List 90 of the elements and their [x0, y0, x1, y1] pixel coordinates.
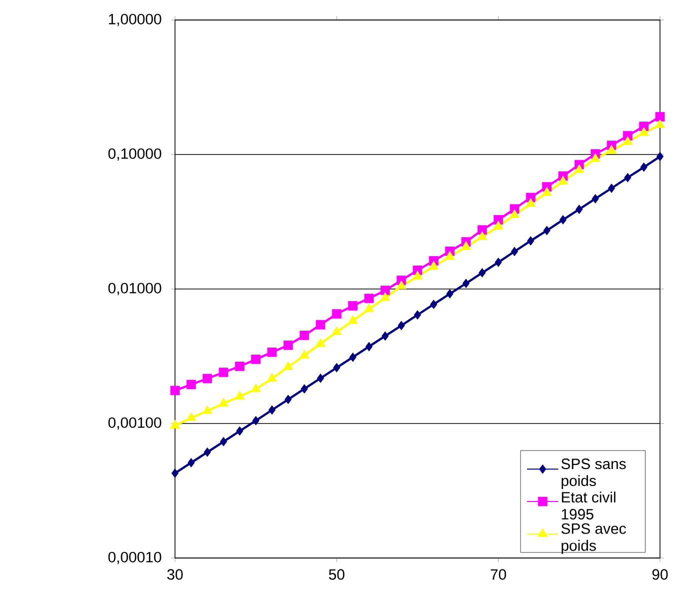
point [590, 153, 600, 162]
point [218, 398, 228, 406]
point [300, 330, 310, 340]
point [656, 152, 664, 162]
point [608, 184, 616, 193]
point [299, 350, 310, 358]
point [462, 278, 470, 288]
point [234, 390, 245, 400]
point [430, 300, 438, 310]
legend-label: SPS avec poids [561, 523, 626, 554]
point [398, 320, 405, 330]
point [332, 326, 342, 335]
point [592, 194, 599, 204]
point [542, 186, 552, 196]
point [493, 220, 504, 230]
point [414, 310, 422, 320]
point [316, 374, 324, 383]
point [202, 405, 212, 414]
y-tick-label: 0,00010 [108, 552, 162, 564]
point [220, 436, 228, 446]
point [558, 176, 568, 184]
point [188, 458, 195, 468]
point [252, 416, 260, 426]
point [267, 372, 277, 382]
point [267, 347, 277, 357]
y-tick-label: 0,00100 [108, 417, 162, 430]
point [332, 309, 342, 319]
point [444, 250, 455, 260]
y-tick-label: 0,01000 [108, 282, 162, 296]
point [236, 426, 244, 436]
legend-label: Etat civil 1995 [562, 492, 616, 520]
point [576, 204, 583, 214]
point [171, 468, 179, 478]
point [284, 394, 292, 404]
point [526, 198, 536, 207]
point [655, 119, 665, 128]
point [510, 246, 518, 256]
point [380, 292, 390, 301]
point [234, 362, 244, 372]
point [478, 268, 486, 278]
point [283, 361, 294, 370]
point [428, 260, 439, 270]
point [396, 280, 406, 290]
point [543, 226, 550, 236]
point [348, 315, 358, 324]
y-tick-label: 1,00000 [108, 14, 162, 26]
point [655, 112, 665, 122]
point [510, 209, 520, 218]
point [477, 225, 487, 235]
x-tick-label: 30 [167, 569, 183, 580]
point [364, 303, 374, 312]
point [316, 320, 326, 330]
legend-label: SPS sans poids [561, 458, 626, 490]
point [268, 405, 276, 415]
point [300, 384, 308, 394]
point [186, 380, 196, 390]
point [412, 270, 422, 280]
point [204, 447, 211, 457]
point [606, 144, 616, 154]
point [348, 301, 358, 311]
point [202, 374, 212, 384]
point [365, 342, 373, 352]
point [638, 127, 649, 136]
point [186, 412, 196, 421]
x-tick-label: 70 [490, 569, 506, 580]
point [283, 340, 293, 350]
point [170, 386, 180, 396]
point [527, 236, 534, 246]
point [446, 289, 454, 298]
point [364, 294, 374, 304]
point [251, 354, 261, 364]
point [382, 331, 389, 341]
point [477, 231, 488, 240]
point [574, 164, 584, 173]
point [640, 162, 648, 172]
x-tick-label: 90 [652, 569, 668, 580]
point [316, 338, 326, 347]
point [622, 136, 633, 145]
point [624, 172, 632, 182]
point [494, 258, 502, 267]
x-tick-label: 50 [328, 569, 344, 580]
point [333, 362, 340, 372]
point [250, 383, 261, 392]
y-tick-label: 0,10000 [108, 148, 162, 161]
point [380, 286, 390, 296]
point [461, 241, 471, 250]
point [349, 352, 356, 362]
point [559, 215, 567, 224]
point [218, 368, 228, 378]
point [170, 420, 180, 428]
